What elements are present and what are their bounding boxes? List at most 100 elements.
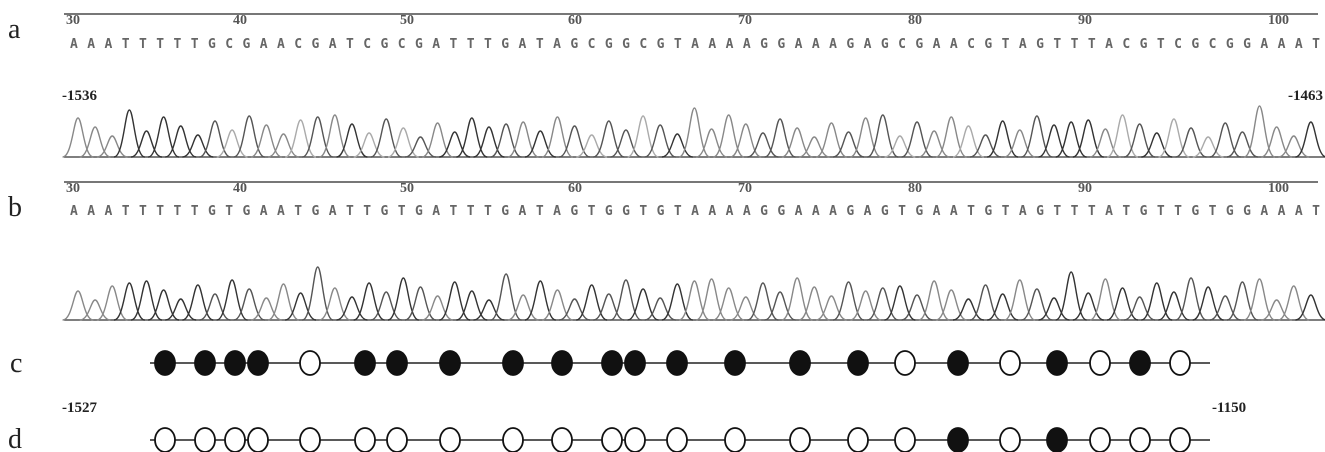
trace-peak	[748, 283, 779, 320]
unmethylated-site	[602, 428, 622, 452]
methylated-site	[248, 351, 268, 375]
trace-peak	[987, 121, 1018, 157]
trace-peak	[217, 280, 248, 320]
trace-peak	[885, 286, 916, 320]
trace-peak	[131, 281, 162, 320]
trace-peak	[1107, 115, 1138, 157]
trace-peak	[1004, 280, 1035, 320]
trace-peak	[200, 121, 231, 157]
trace-peak	[1295, 122, 1325, 157]
methylated-site	[948, 428, 968, 452]
trace-peak	[1278, 286, 1309, 320]
trace-peak	[371, 119, 402, 157]
trace-peak	[439, 282, 470, 320]
position-tick: 60	[568, 13, 582, 28]
trace-peak	[765, 119, 796, 157]
position-tick: 50	[400, 181, 414, 196]
trace-peak	[970, 285, 1001, 320]
trace-peak	[1244, 106, 1275, 157]
position-tick: 60	[568, 181, 582, 196]
trace-peak	[63, 118, 94, 157]
trace-peak	[302, 267, 333, 320]
unmethylated-site	[300, 351, 320, 375]
trace-peak	[593, 121, 624, 157]
unmethylated-site	[503, 428, 523, 452]
unmethylated-site	[1170, 351, 1190, 375]
methylated-site	[355, 351, 375, 375]
trace-peak	[867, 115, 898, 157]
unmethylated-site	[300, 428, 320, 452]
trace-peak	[1124, 297, 1155, 320]
methylated-site	[387, 351, 407, 375]
unmethylated-site	[552, 428, 572, 452]
position-label: -1536	[62, 88, 97, 104]
unmethylated-site	[1090, 351, 1110, 375]
trace-peak	[508, 122, 539, 157]
trace-peak	[628, 116, 659, 157]
sequence: AAATTTTTGCGAACGATCGCGATTTGATAGCGGCGTAAAA…	[70, 37, 1320, 52]
unmethylated-site	[248, 428, 268, 452]
unmethylated-site	[155, 428, 175, 452]
trace-peak	[696, 279, 727, 320]
methylated-site	[440, 351, 460, 375]
trace-peak	[1141, 283, 1172, 320]
unmethylated-site	[440, 428, 460, 452]
unmethylated-site	[667, 428, 687, 452]
trace-peak	[1021, 116, 1052, 157]
trace-peak	[816, 123, 847, 157]
position-label: -1463	[1288, 88, 1323, 104]
trace-peak	[1073, 120, 1104, 157]
unmethylated-site	[625, 428, 645, 452]
position-tick: 90	[1078, 13, 1092, 28]
unmethylated-site	[1130, 428, 1150, 452]
unmethylated-site	[895, 428, 915, 452]
trace-peak	[268, 284, 299, 320]
methylated-site	[1047, 428, 1067, 452]
position-tick: 80	[908, 181, 922, 196]
position-tick: 50	[400, 13, 414, 28]
unmethylated-site	[355, 428, 375, 452]
position-tick: 70	[738, 13, 752, 28]
trace-peak	[1295, 295, 1325, 320]
unmethylated-site	[387, 428, 407, 452]
trace-peak	[388, 278, 419, 320]
figure: a b c d -1536 -1463 -1527 -1150 30405060…	[0, 0, 1325, 452]
sequence: AAATTTTTGTGAATGATTGTGATTTGATAGTGGTGTAAAA…	[70, 204, 1320, 219]
position-tick: 80	[908, 13, 922, 28]
panel-label: b	[8, 192, 22, 223]
trace-peak	[456, 118, 487, 157]
unmethylated-site	[848, 428, 868, 452]
unmethylated-site	[1170, 428, 1190, 452]
methylated-site	[625, 351, 645, 375]
trace-peak	[63, 291, 94, 320]
position-label: -1150	[1212, 400, 1246, 416]
methylated-site	[790, 351, 810, 375]
methylated-site	[1130, 351, 1150, 375]
position-tick: 40	[233, 181, 247, 196]
methylated-site	[848, 351, 868, 375]
trace-peak	[713, 115, 744, 157]
methylated-site	[552, 351, 572, 375]
trace-peak	[422, 123, 453, 157]
position-tick: 100	[1268, 181, 1289, 196]
trace-peak	[611, 280, 642, 320]
methylated-site	[195, 351, 215, 375]
position-tick: 90	[1078, 181, 1092, 196]
trace-peak	[902, 122, 933, 157]
trace-peak	[782, 278, 813, 320]
trace-peak	[730, 297, 761, 320]
methylated-site	[503, 351, 523, 375]
trace-peak	[1244, 279, 1275, 320]
unmethylated-site	[225, 428, 245, 452]
position-tick: 40	[233, 13, 247, 28]
trace-peak	[525, 281, 556, 320]
unmethylated-site	[1090, 428, 1110, 452]
unmethylated-site	[895, 351, 915, 375]
trace-peak	[234, 116, 265, 157]
position-label: -1527	[62, 400, 97, 416]
trace-peak	[1176, 278, 1207, 320]
trace-peak	[319, 115, 350, 157]
trace-peak	[491, 274, 522, 320]
methylated-site	[1047, 351, 1067, 375]
panel-label: c	[10, 348, 22, 379]
